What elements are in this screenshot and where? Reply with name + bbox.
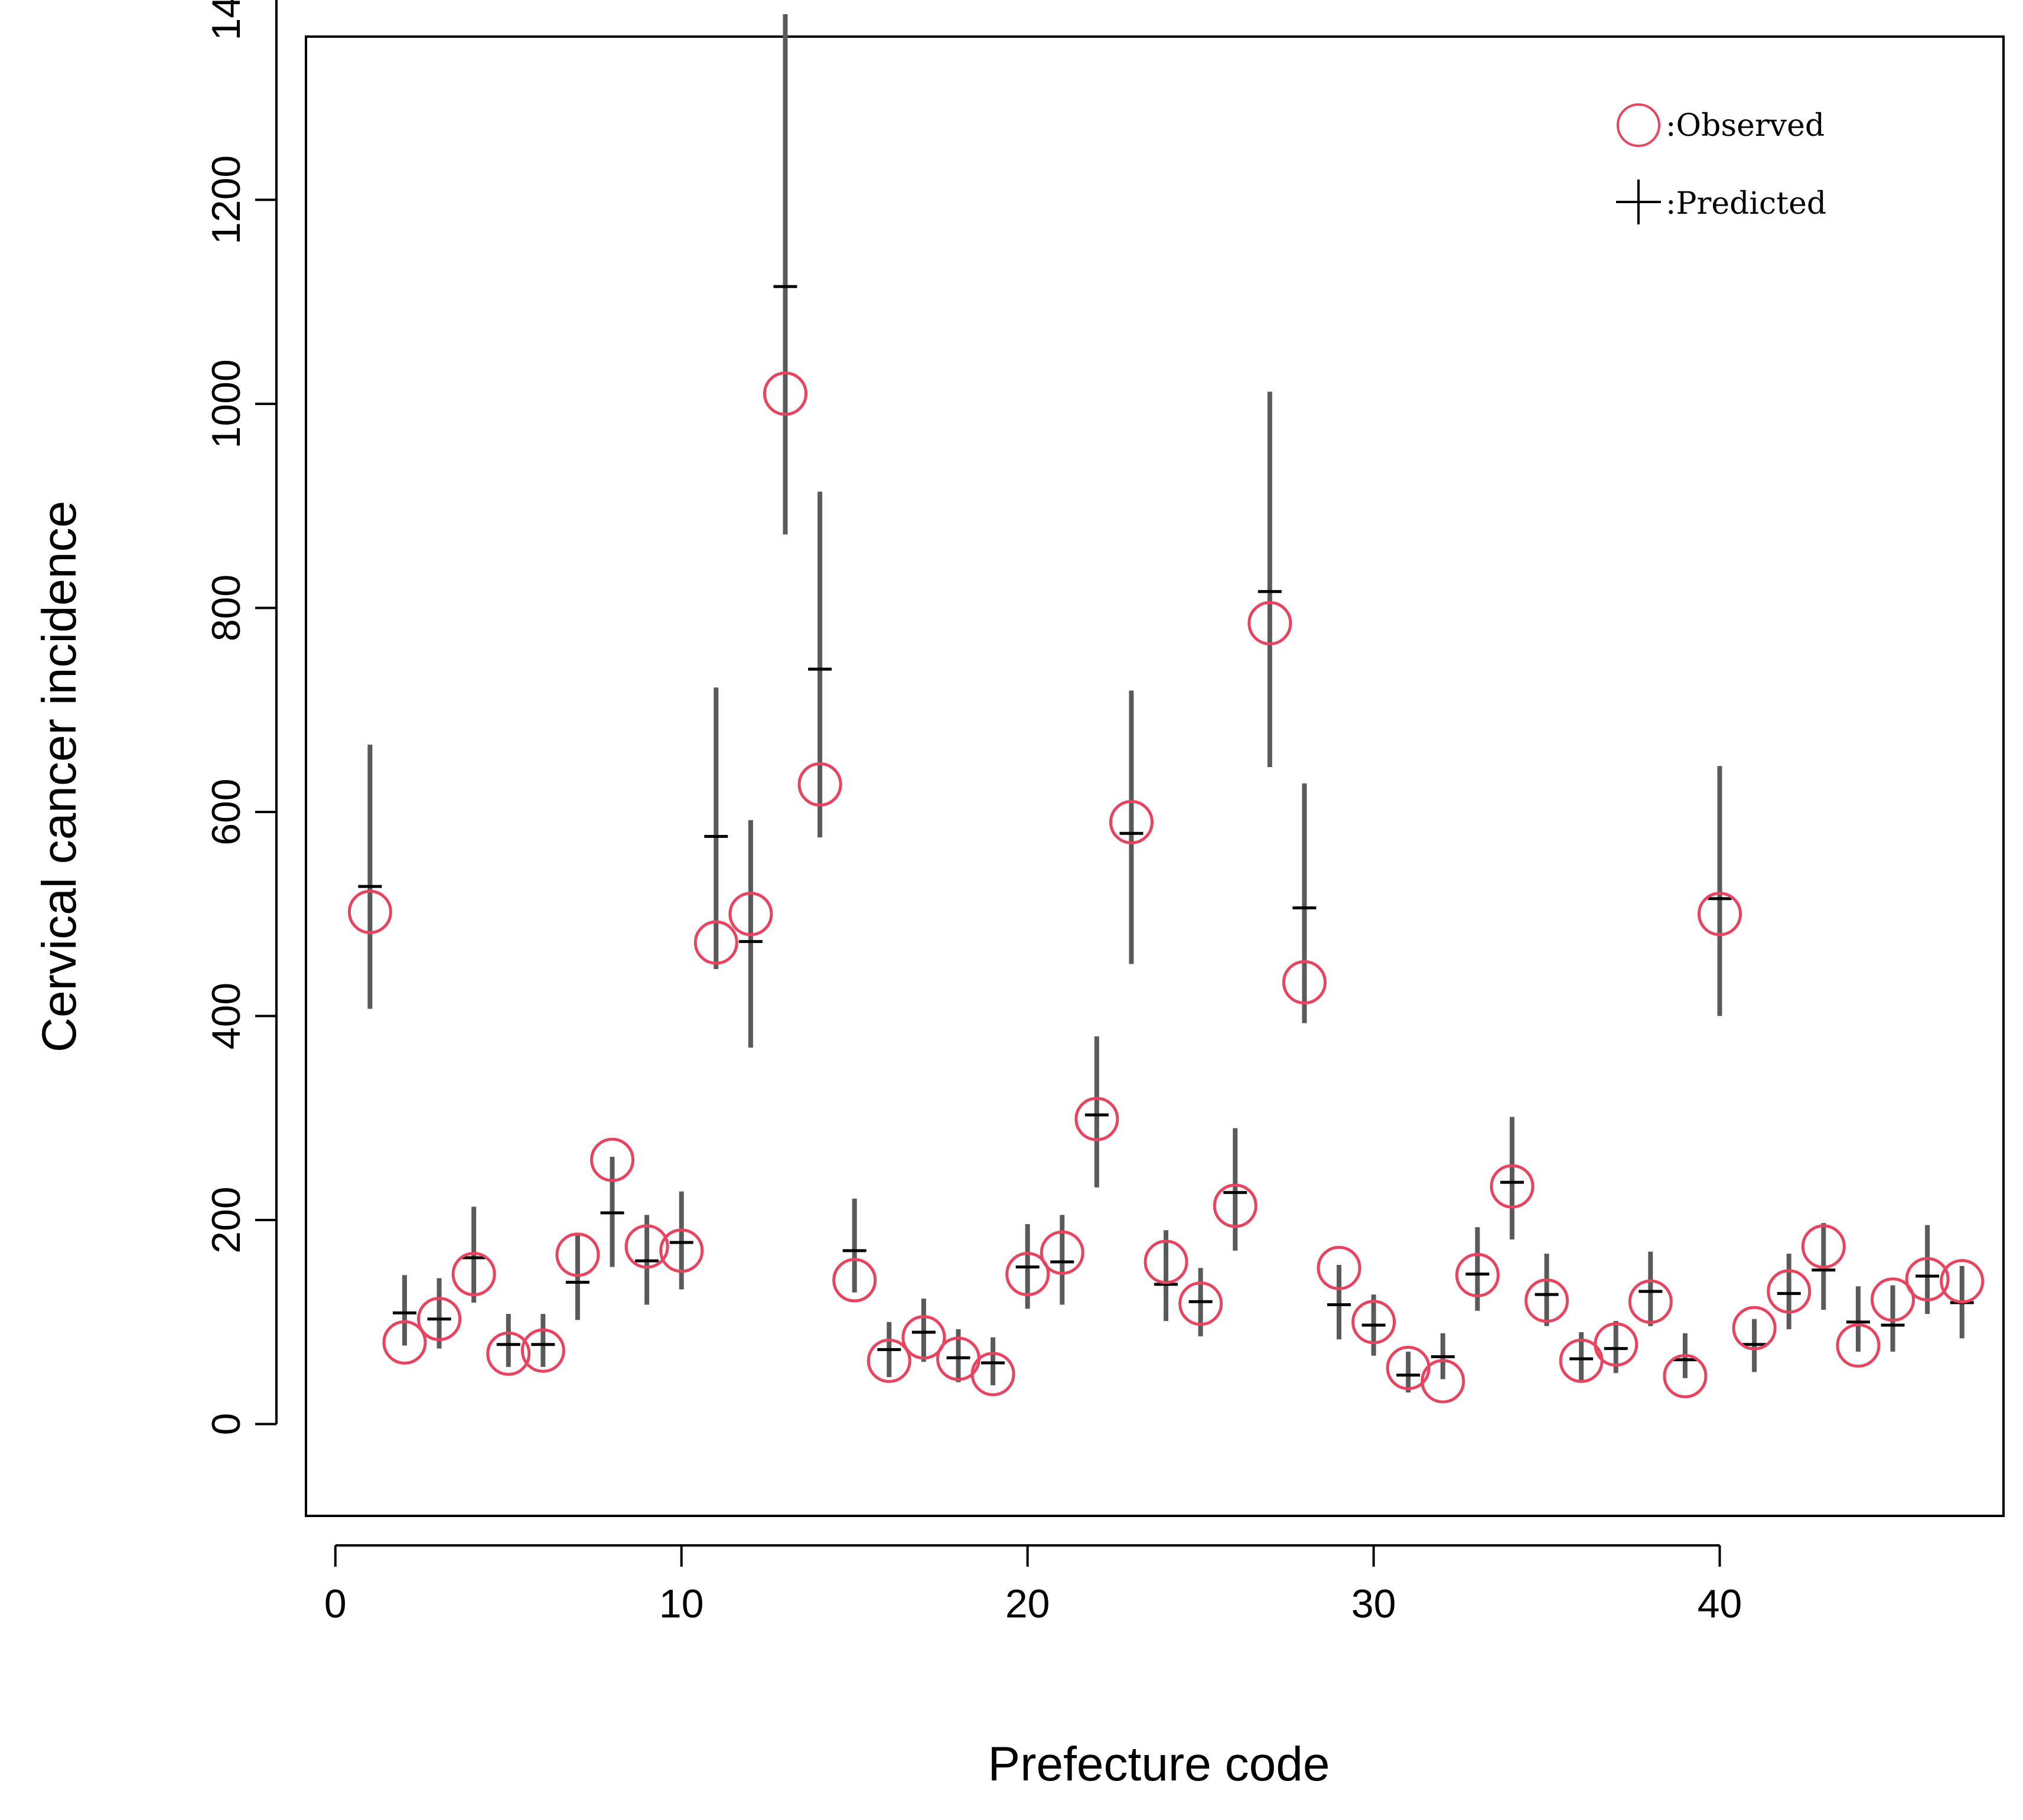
x-tick-label: 10 — [659, 1581, 704, 1626]
observed-point — [1421, 1359, 1465, 1404]
observed-point — [1109, 800, 1154, 844]
y-tick-label: 200 — [204, 1186, 249, 1253]
observed-point — [1801, 1224, 1846, 1269]
observed-point — [382, 1320, 427, 1365]
observed-point — [1317, 1245, 1361, 1290]
observed-point — [1178, 1281, 1223, 1326]
observed-point — [970, 1352, 1015, 1397]
observed-point — [659, 1228, 704, 1273]
y-tick-label: 600 — [204, 778, 249, 845]
legend-observed-label: :Observed — [1666, 108, 1825, 143]
observed-point — [1213, 1183, 1258, 1228]
observed-point — [728, 892, 773, 937]
observed-point — [1351, 1300, 1396, 1345]
observed-point — [1247, 601, 1292, 645]
observed-point — [1698, 892, 1742, 937]
y-tick-label: 1200 — [204, 155, 249, 244]
observed-point — [590, 1137, 635, 1182]
observed-point — [1836, 1323, 1881, 1368]
y-axis-title: Cervical cancer incidence — [32, 501, 86, 1052]
plot-frame — [305, 35, 2005, 1517]
observed-point — [1594, 1322, 1638, 1367]
observed-point — [1628, 1279, 1673, 1324]
x-axis-title: Prefecture code — [988, 1737, 1330, 1791]
observed-point — [1005, 1252, 1050, 1297]
y-tick-label: 400 — [204, 983, 249, 1049]
y-axis: 0 200 400 600 800 1000 1200 1400 — [204, 0, 278, 1436]
observed-point — [1455, 1253, 1500, 1297]
observed-point — [1940, 1259, 1985, 1304]
x-tick-label: 20 — [1005, 1581, 1050, 1626]
observed-point — [520, 1328, 565, 1373]
observed-point — [451, 1252, 496, 1297]
observed-point — [693, 920, 738, 965]
observed-point — [1074, 1097, 1119, 1141]
legend-predicted-label: :Predicted — [1666, 186, 1826, 221]
observed-point — [832, 1258, 877, 1303]
observed-point — [1905, 1257, 1950, 1302]
observed-point — [1732, 1306, 1777, 1351]
y-tick-label: 0 — [204, 1413, 249, 1436]
predicted-markers — [358, 285, 1974, 1377]
observed-point — [1871, 1277, 1916, 1322]
observed-point — [417, 1297, 462, 1342]
y-tick-label: 800 — [204, 575, 249, 641]
observed-point — [901, 1315, 946, 1360]
observed-point — [1490, 1164, 1535, 1209]
observed-point — [555, 1232, 600, 1277]
observed-point — [347, 889, 392, 934]
observed-markers — [347, 371, 1985, 1404]
observed-point — [763, 371, 808, 416]
observed-point — [797, 762, 842, 807]
x-tick-label: 30 — [1351, 1581, 1396, 1626]
observed-point — [486, 1331, 531, 1376]
observed-point — [1767, 1269, 1812, 1314]
observed-point — [1144, 1240, 1188, 1284]
legend: :Observed :Predicted — [1616, 103, 1826, 224]
y-tick-label: 1400 — [204, 0, 249, 41]
observed-point — [866, 1338, 911, 1383]
observed-point — [1040, 1230, 1084, 1275]
observed-point — [1282, 960, 1327, 1004]
x-axis: 0 10 20 30 40 — [324, 1544, 1742, 1626]
legend-observed-circle — [1617, 103, 1660, 147]
x-tick-label: 40 — [1698, 1581, 1742, 1626]
y-tick-label: 1000 — [204, 359, 249, 448]
observed-point — [1524, 1278, 1569, 1323]
x-tick-label: 0 — [324, 1581, 347, 1626]
observed-point — [624, 1224, 669, 1269]
observed-point — [1663, 1353, 1708, 1398]
